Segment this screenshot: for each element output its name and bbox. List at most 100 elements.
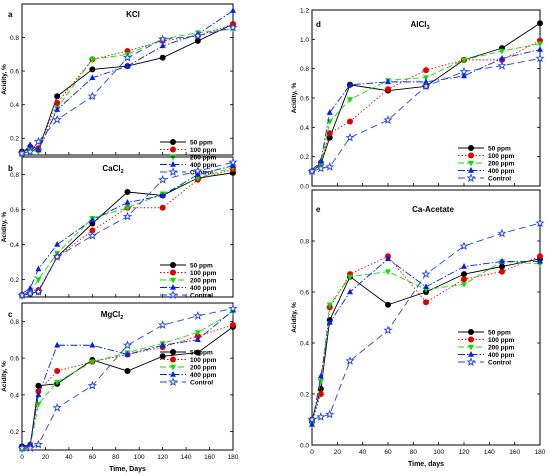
data-point bbox=[158, 34, 168, 44]
data-point bbox=[159, 353, 166, 360]
legend-label: 200 ppm bbox=[488, 344, 515, 351]
data-point bbox=[35, 146, 42, 153]
series-400-ppm bbox=[19, 7, 236, 156]
y-tick-label: 0.6 bbox=[300, 290, 309, 297]
legend-label: 400 ppm bbox=[488, 168, 515, 175]
y-tick-label: 0.2 bbox=[10, 277, 19, 284]
x-tick-label: 40 bbox=[65, 454, 73, 461]
x-tick-label: 0 bbox=[20, 454, 24, 461]
series-control bbox=[17, 303, 238, 453]
legend-label: 50 ppm bbox=[488, 145, 511, 152]
data-point bbox=[461, 282, 467, 288]
data-point bbox=[159, 204, 166, 211]
legend-label: 100 ppm bbox=[190, 147, 217, 154]
y-axis-label: Acidity, % bbox=[1, 64, 8, 95]
legend-marker bbox=[468, 167, 474, 173]
data-point bbox=[347, 97, 353, 103]
data-point bbox=[157, 174, 168, 184]
legend-label: Control bbox=[190, 379, 213, 386]
legend-label: 50 ppm bbox=[190, 262, 213, 269]
x-tick-label: 80 bbox=[112, 454, 120, 461]
legend-label: 100 ppm bbox=[488, 153, 515, 160]
data-point bbox=[535, 218, 545, 228]
data-point bbox=[25, 288, 35, 298]
legend-label: 100 ppm bbox=[190, 270, 217, 277]
x-axis-label: Time, days bbox=[408, 461, 444, 468]
data-point bbox=[461, 276, 467, 283]
data-point bbox=[345, 132, 355, 142]
data-point bbox=[25, 146, 35, 156]
data-point bbox=[317, 391, 324, 397]
data-point bbox=[27, 284, 34, 291]
data-point bbox=[52, 114, 62, 124]
y-tick-label: 0.8 bbox=[300, 66, 309, 73]
data-point bbox=[228, 157, 238, 167]
x-tick-label: 120 bbox=[459, 449, 470, 456]
data-point bbox=[17, 290, 27, 300]
x-tick-label: 180 bbox=[535, 449, 546, 456]
panel-d: 0.0 0.2 0.4 0.6 0.8 1.0 1.2 d AlCl3 Acidity, % 50 … bbox=[291, 8, 545, 191]
data-point bbox=[385, 255, 391, 262]
data-point bbox=[459, 66, 469, 76]
legend-label: 400 ppm bbox=[190, 372, 217, 379]
legend-marker bbox=[170, 356, 176, 363]
x-tick-label: 160 bbox=[204, 454, 215, 461]
legend-marker bbox=[468, 344, 474, 351]
data-point bbox=[499, 54, 505, 61]
series-line bbox=[311, 222, 541, 420]
data-point bbox=[537, 253, 543, 260]
legend-marker bbox=[168, 377, 178, 386]
legend-marker bbox=[468, 329, 474, 335]
panel-title: CaCl2 bbox=[102, 164, 123, 175]
panel-title: AlCl3 bbox=[410, 20, 429, 31]
data-point bbox=[54, 106, 61, 112]
data-point bbox=[35, 265, 42, 272]
y-tick-label: 0.8 bbox=[10, 319, 19, 326]
data-point bbox=[497, 228, 507, 238]
panel-letter: e bbox=[316, 205, 321, 214]
data-point bbox=[122, 340, 133, 350]
legend-marker bbox=[170, 139, 176, 145]
y-tick-label: 0.8 bbox=[300, 239, 309, 246]
legend-label: 100 ppm bbox=[190, 357, 217, 364]
data-point bbox=[52, 402, 62, 412]
data-point bbox=[157, 320, 168, 330]
panel-letter: d bbox=[316, 20, 321, 29]
legend-label: 400 ppm bbox=[190, 162, 217, 169]
data-point bbox=[385, 269, 391, 276]
panel-letter: a bbox=[8, 10, 13, 19]
data-point bbox=[383, 325, 393, 335]
legend-label: Control bbox=[488, 175, 511, 182]
data-point bbox=[347, 288, 353, 295]
data-point bbox=[35, 382, 42, 389]
y-tick-label: 1.0 bbox=[300, 37, 309, 44]
data-point bbox=[461, 57, 467, 64]
data-point bbox=[499, 263, 505, 270]
series-line bbox=[21, 23, 234, 153]
data-point bbox=[159, 54, 166, 61]
data-point bbox=[497, 60, 507, 70]
data-point bbox=[230, 322, 236, 329]
data-point bbox=[122, 211, 133, 221]
data-point bbox=[317, 372, 324, 379]
data-point bbox=[326, 109, 333, 115]
data-point bbox=[194, 333, 201, 340]
y-tick-label: 0.4 bbox=[300, 341, 309, 348]
y-tick-label: 0.0 bbox=[300, 443, 309, 450]
data-point bbox=[89, 57, 96, 63]
legend-label: 200 ppm bbox=[190, 154, 217, 161]
data-point bbox=[228, 22, 238, 32]
data-point bbox=[89, 74, 96, 81]
x-tick-label: 120 bbox=[157, 454, 168, 461]
legend-marker bbox=[170, 161, 176, 167]
data-point bbox=[326, 319, 333, 325]
data-point bbox=[309, 421, 315, 427]
legend-marker bbox=[170, 146, 176, 153]
data-point bbox=[499, 268, 505, 275]
data-point bbox=[159, 341, 166, 348]
x-tick-label: 80 bbox=[410, 449, 418, 456]
series-control bbox=[307, 53, 545, 176]
